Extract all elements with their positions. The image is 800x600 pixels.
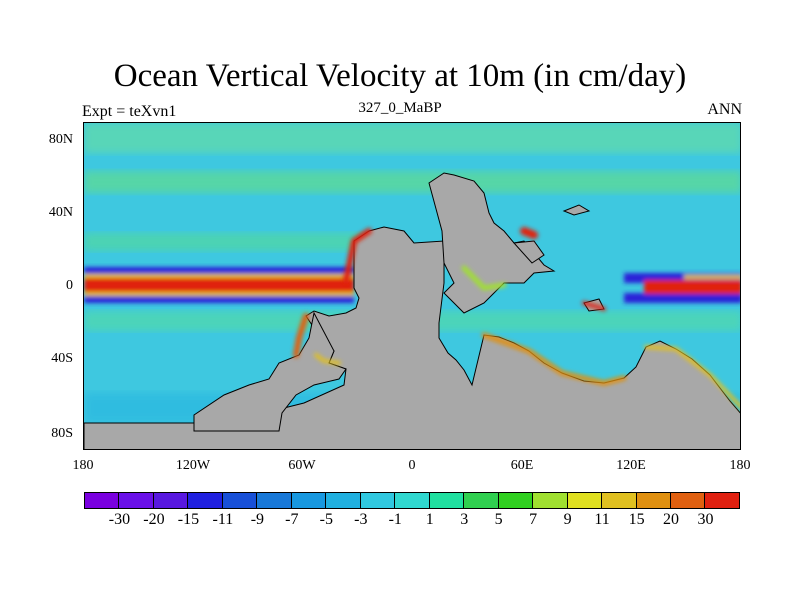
lat-label-80n: 80N <box>48 132 73 147</box>
colorbar-tick-label: 9 <box>563 511 572 528</box>
lat-label-40n: 40N <box>48 205 73 220</box>
colorbar-tick-label: 7 <box>529 511 538 528</box>
colorbar-tick-label: -3 <box>354 511 368 528</box>
colorbar-swatch <box>669 492 706 509</box>
lon-label-60w: 60W <box>288 458 316 473</box>
colorbar-swatch <box>118 492 154 509</box>
equatorial-band <box>84 267 740 303</box>
lat-label-0: 0 <box>66 278 73 293</box>
north-subtropic-band <box>84 233 384 251</box>
colorbar-tick-label: 3 <box>460 511 469 528</box>
colorbar-swatch <box>290 492 327 509</box>
colorbar-swatch <box>394 492 430 509</box>
lat-label-40s: 40S <box>51 351 73 366</box>
colorbar-swatch <box>463 492 499 509</box>
colorbar-swatch <box>152 492 189 509</box>
colorbar-tick-label: 30 <box>697 511 714 528</box>
experiment-label: Expt = teXvn1 <box>82 103 177 120</box>
colorbar-tick-label: -30 <box>108 511 131 528</box>
north-mid-band <box>84 171 740 193</box>
colorbar-tick-label: 11 <box>594 511 610 528</box>
colorbar-swatch <box>566 492 603 509</box>
colorbar-tick-label: -11 <box>212 511 234 528</box>
colorbar-tick-label: 1 <box>425 511 434 528</box>
colorbar-swatch <box>704 492 740 509</box>
colorbar-swatch <box>359 492 396 509</box>
colorbar-tick-label: 5 <box>494 511 503 528</box>
velocity-field <box>84 123 740 449</box>
colorbar-swatch <box>187 492 223 509</box>
season-label: ANN <box>707 101 742 118</box>
colorbar-swatch <box>325 492 361 509</box>
colorbar-tick-label: -7 <box>285 511 299 528</box>
colorbar-swatch <box>84 492 120 509</box>
lon-label-0: 0 <box>408 458 416 473</box>
colorbar <box>84 492 740 509</box>
lon-label-120w: 120W <box>175 458 211 473</box>
colorbar-swatch <box>601 492 637 509</box>
colorbar-swatch <box>635 492 671 509</box>
colorbar-tick-label: -20 <box>143 511 165 528</box>
lon-label-120e: 120E <box>616 458 646 473</box>
colorbar-tick-label: 20 <box>663 511 680 528</box>
lon-label-180e: 180 <box>729 458 751 473</box>
colorbar-swatch <box>497 492 534 509</box>
lon-label-180w: 180 <box>72 458 94 473</box>
period-label: 327_0_MaBP <box>358 100 442 116</box>
colorbar-tick-label: -5 <box>319 511 333 528</box>
land <box>84 172 740 449</box>
colorbar-swatch <box>221 492 258 509</box>
colorbar-swatch <box>532 492 568 509</box>
colorbar-tick-label: -15 <box>177 511 200 528</box>
colorbar-tick-label: -9 <box>250 511 265 528</box>
coastal-upwelling <box>293 227 740 409</box>
colorbar-tick-label: -1 <box>388 511 402 528</box>
lat-label-80s: 80S <box>51 426 73 441</box>
lon-label-60e: 60E <box>510 458 534 473</box>
colorbar-tick-label: 15 <box>628 511 645 528</box>
arctic-band <box>84 123 740 153</box>
colorbar-swatch <box>256 492 292 509</box>
colorbar-swatch <box>428 492 465 509</box>
map-plot-area <box>83 122 741 450</box>
map-title: Ocean Vertical Velocity at 10m (in cm/da… <box>113 58 687 94</box>
